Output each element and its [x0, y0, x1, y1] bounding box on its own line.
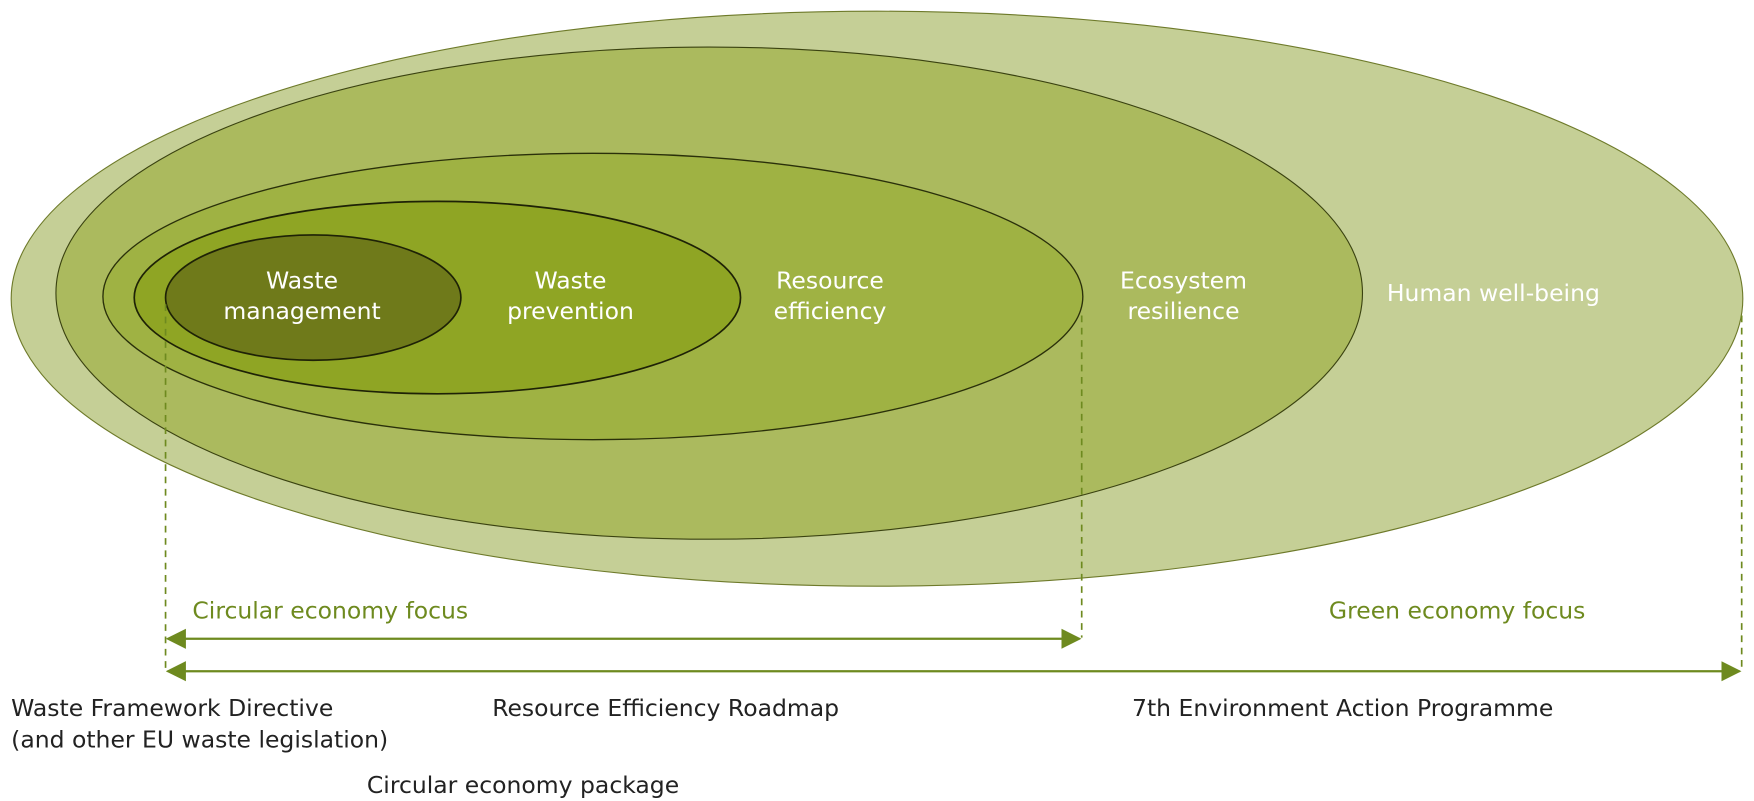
focus-label: Circular economy focus [192, 597, 468, 625]
policy-label: Circular economy package [367, 771, 679, 799]
policy-label: 7th Environment Action Programme [1132, 694, 1553, 722]
label: Resource efficiency [774, 267, 887, 325]
policy-label: Resource Efficiency Roadmap [492, 694, 839, 722]
label: Waste management [223, 267, 380, 325]
label: Human well-being [1387, 279, 1600, 307]
ellipse-management [164, 234, 462, 362]
focus-label: Green economy focus [1329, 597, 1585, 625]
label: Waste prevention [507, 267, 634, 325]
label: Ecosystem resilience [1120, 267, 1247, 325]
policy-label: (and other EU waste legislation) [11, 725, 388, 753]
policy-label: Waste Framework Directive [11, 694, 333, 722]
